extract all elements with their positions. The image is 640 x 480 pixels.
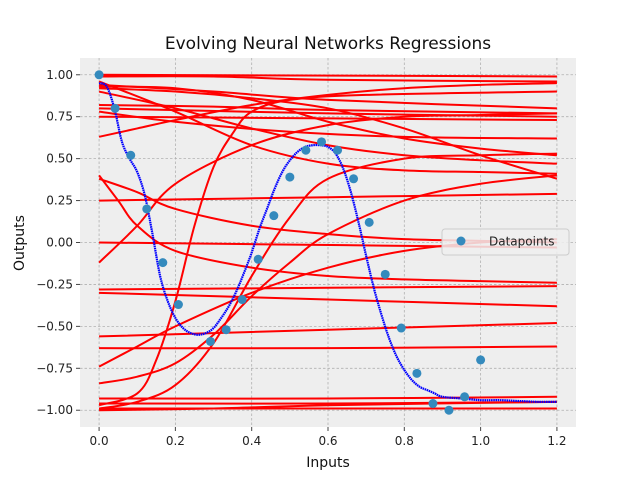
y-axis-label: Outputs — [12, 215, 28, 271]
evolving-curve-24 — [98, 152, 557, 410]
x-tick-label: 1.0 — [471, 434, 490, 448]
evolving-curve-4 — [99, 107, 557, 118]
datapoints-layer — [94, 70, 486, 415]
y-tick-label: 0.00 — [46, 236, 73, 250]
evolving-curve-22 — [98, 174, 558, 385]
y-tick-label: −0.75 — [36, 361, 73, 375]
datapoint — [301, 145, 311, 155]
evolving-curve-23 — [98, 90, 557, 407]
legend-entry-label: Datapoints — [489, 235, 555, 249]
chart-title: Evolving Neural Networks Regressions — [165, 34, 491, 54]
datapoint — [428, 399, 438, 409]
y-tick-label: −0.50 — [36, 319, 73, 333]
datapoint — [173, 300, 183, 310]
datapoint — [364, 217, 374, 227]
legend-marker — [456, 236, 466, 246]
datapoint — [476, 355, 486, 365]
datapoint — [444, 405, 454, 415]
datapoint — [349, 174, 359, 184]
datapoint — [285, 172, 295, 182]
datapoint — [237, 295, 247, 305]
datapoint — [380, 269, 390, 279]
evolving-curve-18 — [99, 291, 557, 308]
y-tick-label: 0.50 — [46, 152, 73, 166]
datapoint — [412, 368, 422, 378]
x-axis-ticks: 0.0 0.2 0.4 0.6 0.8 1.0 1.2 — [90, 427, 566, 448]
x-tick-label: 0.0 — [90, 434, 109, 448]
datapoint — [142, 204, 152, 214]
evolving-curve-5 — [99, 115, 557, 122]
y-tick-label: −1.00 — [36, 403, 73, 417]
y-tick-label: −0.25 — [36, 277, 73, 291]
legend-box — [441, 228, 570, 256]
evolving-curve-8 — [99, 85, 558, 157]
datapoint — [221, 325, 231, 335]
y-axis-ticks: −1.00 −0.75 −0.50 −0.25 0.00 0.25 0.50 0.75 1.00 — [36, 68, 80, 417]
datapoint — [205, 336, 215, 346]
evolving-curve-15 — [98, 112, 557, 264]
evolving-curve-0 — [99, 73, 557, 78]
x-tick-label: 0.8 — [395, 434, 414, 448]
best-fit-layer — [98, 82, 557, 404]
evolving-curve-10 — [98, 80, 557, 175]
datapoint — [110, 103, 120, 113]
datapoint — [317, 137, 327, 147]
evolving-curve-20 — [99, 345, 557, 350]
datapoint — [396, 323, 406, 333]
x-tick-label: 1.2 — [547, 434, 566, 448]
datapoint — [94, 70, 104, 80]
y-tick-label: 1.00 — [46, 68, 73, 82]
evolving-curve-2 — [99, 83, 557, 110]
x-axis-label: Inputs — [306, 455, 350, 471]
datapoint — [253, 254, 263, 264]
evolving-curve-17 — [99, 285, 557, 291]
x-tick-label: 0.6 — [318, 434, 337, 448]
evolving-curve-7 — [98, 90, 557, 165]
y-tick-label: 0.25 — [46, 194, 73, 208]
legend: Datapoints — [441, 228, 570, 256]
datapoint — [158, 258, 168, 268]
best-fit-curve — [98, 82, 557, 404]
datapoint — [126, 150, 136, 160]
datapoint — [333, 145, 343, 155]
y-tick-label: 0.75 — [46, 110, 73, 124]
evolving-curve-1 — [99, 75, 557, 83]
datapoint — [269, 211, 279, 221]
evolving-curve-6 — [98, 110, 557, 140]
datapoint — [460, 392, 470, 402]
evolving-curve-28 — [99, 400, 557, 412]
x-tick-label: 0.4 — [242, 434, 261, 448]
x-tick-label: 0.2 — [166, 434, 185, 448]
evolving-curve-19 — [99, 322, 557, 338]
evolving-curve-25 — [99, 395, 557, 400]
